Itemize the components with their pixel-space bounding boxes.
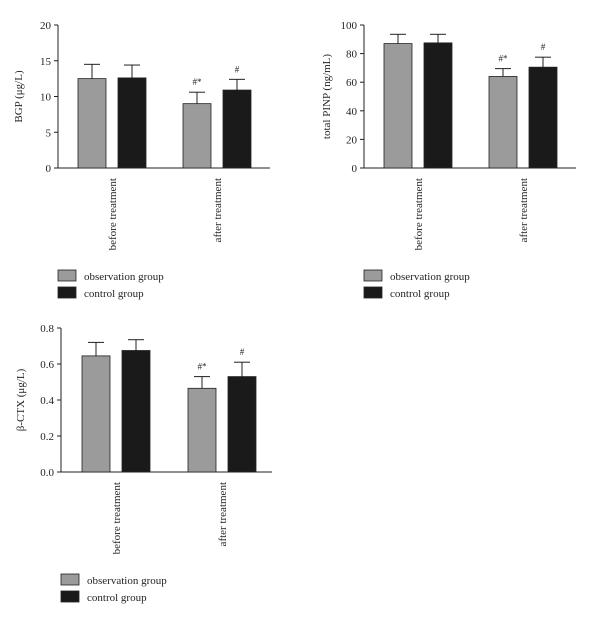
legend-label: control group <box>87 592 147 604</box>
y-tick-label: 0.2 <box>40 431 54 443</box>
legend-label: observation group <box>84 271 164 283</box>
y-tick-label: 5 <box>46 127 52 139</box>
significance-label: # <box>541 42 546 52</box>
significance-label: #* <box>499 54 509 64</box>
bar <box>81 355 111 473</box>
x-tick-label: before treatment <box>107 178 119 250</box>
bar <box>227 376 257 473</box>
y-tick-label: 20 <box>346 134 358 146</box>
bar <box>182 103 212 169</box>
bar <box>187 387 217 473</box>
x-tick-label: after treatment <box>217 482 229 546</box>
y-tick-label: 20 <box>40 20 52 32</box>
significance-label: #* <box>198 362 208 372</box>
y-tick-label: 80 <box>346 49 358 61</box>
bar <box>222 89 252 169</box>
y-tick-label: 0 <box>352 163 358 175</box>
chart-3: 0.0 0.2 0.4 0.6 0.8 β-CTX (μg/L) before treatm… <box>15 323 272 604</box>
y-tick-label: 10 <box>40 92 52 104</box>
legend-label: observation group <box>390 271 470 283</box>
significance-label: # <box>235 64 240 74</box>
bar <box>77 78 107 169</box>
legend-swatch <box>60 573 80 586</box>
chart-2: 0 20 40 60 80 100 total PINP (ng/mL) before tre… <box>321 20 576 300</box>
bar <box>528 66 558 169</box>
x-tick-label: after treatment <box>212 178 224 242</box>
y-tick-label: 40 <box>346 106 358 118</box>
y-tick-label: 0.6 <box>40 359 54 371</box>
legend-swatch <box>363 286 383 299</box>
y-tick-label: 0.0 <box>40 467 54 479</box>
y-tick-label: 15 <box>40 56 52 68</box>
legend-swatch <box>57 286 77 299</box>
x-tick-label: before treatment <box>413 178 425 250</box>
x-tick-label: before treatment <box>111 482 123 554</box>
legend-label: observation group <box>87 575 167 587</box>
bar <box>423 42 453 169</box>
significance-label: # <box>240 347 245 357</box>
y-axis-label: β-CTX (μg/L) <box>15 368 27 431</box>
legend-swatch <box>363 269 383 282</box>
legend-swatch <box>57 269 77 282</box>
y-tick-label: 100 <box>341 20 358 32</box>
bar <box>121 350 151 473</box>
significance-label: #* <box>193 77 203 87</box>
x-tick-label: after treatment <box>518 178 530 242</box>
chart-1: 0 5 10 15 20 BGP (μg/L) before treatment #* # aft… <box>13 20 270 300</box>
y-tick-label: 0.8 <box>40 323 54 335</box>
y-tick-label: 0 <box>46 163 52 175</box>
bar <box>488 76 518 169</box>
y-tick-label: 0.4 <box>40 395 54 407</box>
legend-label: control group <box>84 288 144 300</box>
bar <box>117 77 147 169</box>
legend-swatch <box>60 590 80 603</box>
y-axis-label: BGP (μg/L) <box>13 70 25 123</box>
bar <box>383 43 413 169</box>
y-axis-label: total PINP (ng/mL) <box>321 54 333 139</box>
y-tick-label: 60 <box>346 77 358 89</box>
legend-label: control group <box>390 288 450 300</box>
